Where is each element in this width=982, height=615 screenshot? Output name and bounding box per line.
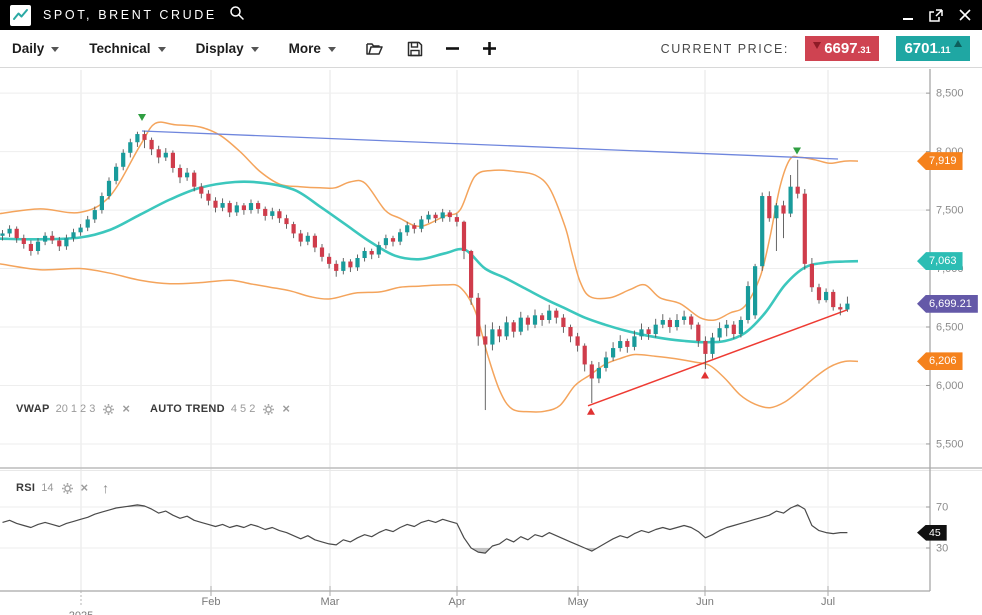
menu-daily-label: Daily — [12, 41, 45, 56]
menu-technical-label: Technical — [89, 41, 151, 56]
rsi-settings-gear-icon[interactable] — [61, 482, 73, 494]
svg-text:May: May — [568, 596, 589, 608]
svg-text:Jun: Jun — [696, 596, 714, 608]
menu-display[interactable]: Display — [196, 41, 259, 56]
price-axis-badge: 7,063 — [917, 252, 963, 271]
chevron-down-icon — [250, 46, 259, 52]
ask-price-dec: .11 — [937, 45, 951, 56]
chevron-down-icon — [51, 46, 60, 52]
zoom-in-icon[interactable] — [482, 41, 497, 56]
price-up-arrow-icon — [953, 40, 962, 47]
ask-price-badge: 6701.11 — [896, 36, 970, 61]
svg-text:8,500: 8,500 — [936, 88, 964, 100]
svg-text:30: 30 — [936, 543, 948, 555]
titlebar: SPOT, BRENT CRUDE — [0, 0, 982, 30]
auto-trend-settings-gear-icon[interactable] — [263, 403, 275, 415]
price-axis-badge: 6,206 — [917, 352, 963, 371]
candles — [0, 130, 850, 411]
trendline-resistance — [141, 130, 839, 160]
price-chart[interactable]: 8,5008,0007,5007,0006,5006,0005,5007030F… — [0, 68, 982, 615]
search-icon[interactable] — [229, 5, 245, 26]
price-axis-badge: 6,699.21 — [917, 294, 978, 313]
rsi-panel — [2, 504, 848, 554]
open-folder-icon[interactable] — [366, 41, 385, 56]
svg-text:Mar: Mar — [321, 596, 340, 608]
svg-text:7,500: 7,500 — [936, 205, 964, 217]
vwap-settings-gear-icon[interactable] — [103, 403, 115, 415]
minimize-icon[interactable] — [902, 9, 914, 21]
svg-text:Jul: Jul — [821, 596, 835, 608]
menu-more[interactable]: More — [289, 41, 336, 56]
svg-text:Feb: Feb — [202, 596, 221, 608]
menu-more-label: More — [288, 41, 321, 56]
svg-text:70: 70 — [936, 502, 948, 514]
sell-marker-icon — [138, 113, 146, 121]
auto-trend-remove-icon[interactable]: × — [282, 401, 290, 416]
menu-daily[interactable]: Daily — [12, 41, 60, 56]
sell-marker-icon — [793, 147, 801, 155]
rsi-value-badge: 45 — [917, 524, 947, 541]
chevron-down-icon — [327, 46, 336, 52]
close-icon[interactable] — [958, 8, 972, 22]
rsi-line — [2, 504, 848, 554]
instrument-title: SPOT, BRENT CRUDE — [43, 8, 217, 22]
auto-trend-indicator-params: 4 5 2 — [230, 403, 256, 415]
overlay-indicator-row: VWAP 20 1 2 3 × AUTO TREND 4 5 2 — [16, 402, 290, 416]
trendline-support — [587, 309, 848, 407]
current-price-label: CURRENT PRICE: — [660, 41, 789, 56]
rsi-indicator-label: RSI — [16, 482, 36, 494]
chevron-down-icon — [157, 46, 166, 52]
popout-icon[interactable] — [928, 8, 944, 23]
rsi-move-up-icon[interactable]: ↑ — [102, 480, 110, 496]
price-axis-badge: 7,919 — [917, 152, 963, 171]
svg-text:5,500: 5,500 — [936, 438, 964, 450]
rsi-indicator-params: 14 — [41, 482, 54, 494]
vwap-indicator-label: VWAP — [16, 403, 50, 415]
bid-price-badge: 6697.31 — [805, 36, 879, 61]
bid-price-int: 6697 — [824, 40, 858, 57]
toolbar: Daily Technical Display More — [0, 30, 982, 68]
svg-text:2025: 2025 — [69, 610, 93, 615]
svg-text:6,000: 6,000 — [936, 380, 964, 392]
buy-marker-icon — [701, 371, 709, 379]
axes: 8,5008,0007,5007,0006,5006,0005,5007030F… — [0, 69, 964, 615]
menu-technical[interactable]: Technical — [89, 41, 166, 56]
rsi-remove-icon[interactable]: × — [80, 480, 89, 495]
svg-text:6,500: 6,500 — [936, 322, 964, 334]
vwap-remove-icon[interactable]: × — [122, 401, 130, 416]
window-controls — [902, 8, 972, 23]
rsi-indicator-row: RSI 14 × ↑ — [16, 481, 109, 495]
indicator-overlays — [0, 121, 859, 413]
save-icon[interactable] — [407, 41, 423, 57]
buy-marker-icon — [587, 407, 595, 415]
svg-text:Apr: Apr — [448, 596, 465, 608]
vwap-indicator-params: 20 1 2 3 — [55, 403, 96, 415]
app-logo-icon — [10, 4, 31, 26]
auto-trend-indicator-label: AUTO TREND — [149, 403, 225, 415]
ask-price-int: 6701 — [904, 40, 938, 57]
price-down-arrow-icon — [813, 42, 822, 49]
zoom-out-icon[interactable] — [445, 41, 460, 56]
trend-markers — [138, 113, 801, 415]
bid-price-dec: .31 — [857, 45, 871, 56]
menu-display-label: Display — [195, 41, 244, 56]
chart-area: 8,5008,0007,5007,0006,5006,0005,5007030F… — [0, 68, 982, 615]
